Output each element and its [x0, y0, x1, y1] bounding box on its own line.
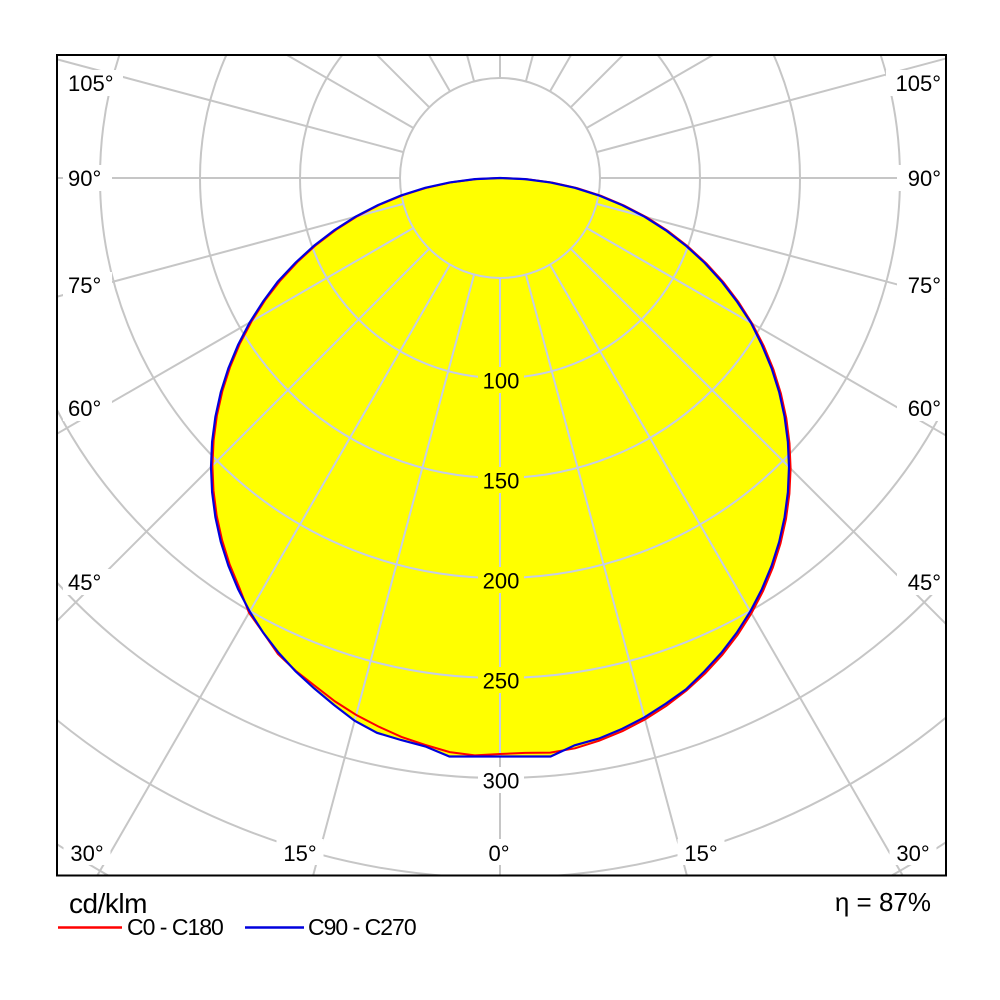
svg-text:60°: 60° [68, 396, 101, 421]
svg-text:105°: 105° [68, 71, 114, 96]
svg-text:250: 250 [483, 669, 520, 694]
svg-text:C0 - C180: C0 - C180 [127, 914, 223, 940]
svg-text:100: 100 [483, 369, 520, 394]
svg-text:15°: 15° [684, 841, 717, 866]
svg-text:30°: 30° [70, 841, 103, 866]
svg-text:45°: 45° [908, 570, 941, 595]
svg-text:300: 300 [483, 769, 520, 794]
svg-text:75°: 75° [68, 273, 101, 298]
svg-text:45°: 45° [68, 570, 101, 595]
svg-text:0°: 0° [488, 841, 509, 866]
svg-text:60°: 60° [908, 396, 941, 421]
svg-text:90°: 90° [68, 166, 101, 191]
svg-text:C90 - C270: C90 - C270 [308, 914, 416, 940]
svg-text:75°: 75° [908, 273, 941, 298]
svg-text:90°: 90° [908, 166, 941, 191]
svg-text:cd/klm: cd/klm [69, 888, 147, 919]
svg-text:150: 150 [483, 469, 520, 494]
svg-text:105°: 105° [895, 71, 941, 96]
svg-text:30°: 30° [896, 841, 929, 866]
svg-text:15°: 15° [283, 841, 316, 866]
svg-text:η = 87%: η = 87% [835, 887, 931, 917]
svg-text:200: 200 [483, 569, 520, 594]
